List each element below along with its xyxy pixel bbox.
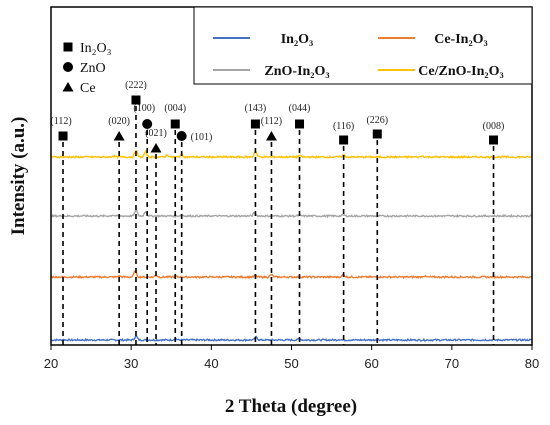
legend-label: ZnO-In₂O₃ bbox=[264, 64, 329, 79]
peak-label: (100) bbox=[133, 103, 155, 114]
phase-key-marker bbox=[62, 82, 74, 92]
series-line bbox=[50, 334, 533, 342]
phase-key-label: ZnO bbox=[80, 61, 106, 76]
legend-label: Ce/ZnO-In₂O₃ bbox=[418, 64, 503, 79]
legend-label: In₂O₃ bbox=[281, 32, 314, 47]
peak-label: (143) bbox=[245, 103, 267, 114]
reference-peaks-layer: (112) (020) (222) (100) (021) (004) (101) (143)… bbox=[50, 80, 504, 345]
peak-label: (112) bbox=[261, 116, 282, 127]
x-axis-label: 2 Theta (degree) bbox=[225, 396, 357, 417]
phase-key-label: Ce bbox=[80, 81, 96, 96]
phase-key-marker bbox=[63, 62, 73, 72]
reference-marker bbox=[170, 119, 180, 129]
peak-label: (116) bbox=[333, 121, 354, 132]
y-axis-label: Intensity (a.u.) bbox=[8, 117, 29, 236]
reference-marker bbox=[142, 119, 153, 129]
reference-marker bbox=[250, 119, 260, 129]
peak-label: (008) bbox=[483, 121, 505, 132]
series-line bbox=[50, 208, 532, 219]
peak-label: (112) bbox=[50, 116, 71, 127]
reference-marker bbox=[372, 129, 382, 139]
peak-label: (226) bbox=[366, 115, 388, 126]
reference-marker bbox=[295, 119, 305, 129]
peak-label: (101) bbox=[191, 132, 213, 143]
reference-marker bbox=[339, 135, 349, 145]
peak-label: (004) bbox=[164, 103, 186, 114]
reference-marker bbox=[113, 131, 125, 141]
reference-marker bbox=[150, 143, 162, 153]
x-tick-label: 70 bbox=[445, 356, 459, 371]
series-layer bbox=[50, 149, 533, 342]
x-tick-label: 40 bbox=[204, 356, 218, 371]
series-line bbox=[50, 149, 533, 160]
peak-label: (222) bbox=[125, 80, 147, 91]
x-tick-label: 20 bbox=[44, 356, 58, 371]
phase-key: In₂O₃ ZnO Ce bbox=[62, 41, 112, 96]
reference-marker bbox=[265, 131, 277, 141]
reference-marker bbox=[176, 131, 187, 141]
legend: In₂O₃ Ce-In₂O₃ ZnO-In₂O₃ Ce/ZnO-In₂O₃ bbox=[193, 6, 533, 85]
x-tick-label: 30 bbox=[124, 356, 138, 371]
phase-key-label: In₂O₃ bbox=[80, 41, 112, 56]
legend-label: Ce-In₂O₃ bbox=[434, 32, 488, 47]
x-tick-label: 60 bbox=[364, 356, 378, 371]
x-tick-label: 50 bbox=[284, 356, 298, 371]
x-ticks-layer: 20 30 40 50 60 70 80 bbox=[44, 345, 539, 371]
legend-box bbox=[193, 6, 533, 85]
phase-key-marker bbox=[63, 42, 73, 52]
peak-label: (021) bbox=[145, 128, 167, 139]
reference-marker bbox=[131, 95, 141, 105]
x-tick-label: 80 bbox=[525, 356, 539, 371]
peak-label: (020) bbox=[108, 116, 130, 127]
reference-marker bbox=[58, 131, 68, 141]
reference-marker bbox=[489, 135, 499, 145]
series-line bbox=[50, 270, 533, 280]
peak-label: (044) bbox=[289, 103, 311, 114]
